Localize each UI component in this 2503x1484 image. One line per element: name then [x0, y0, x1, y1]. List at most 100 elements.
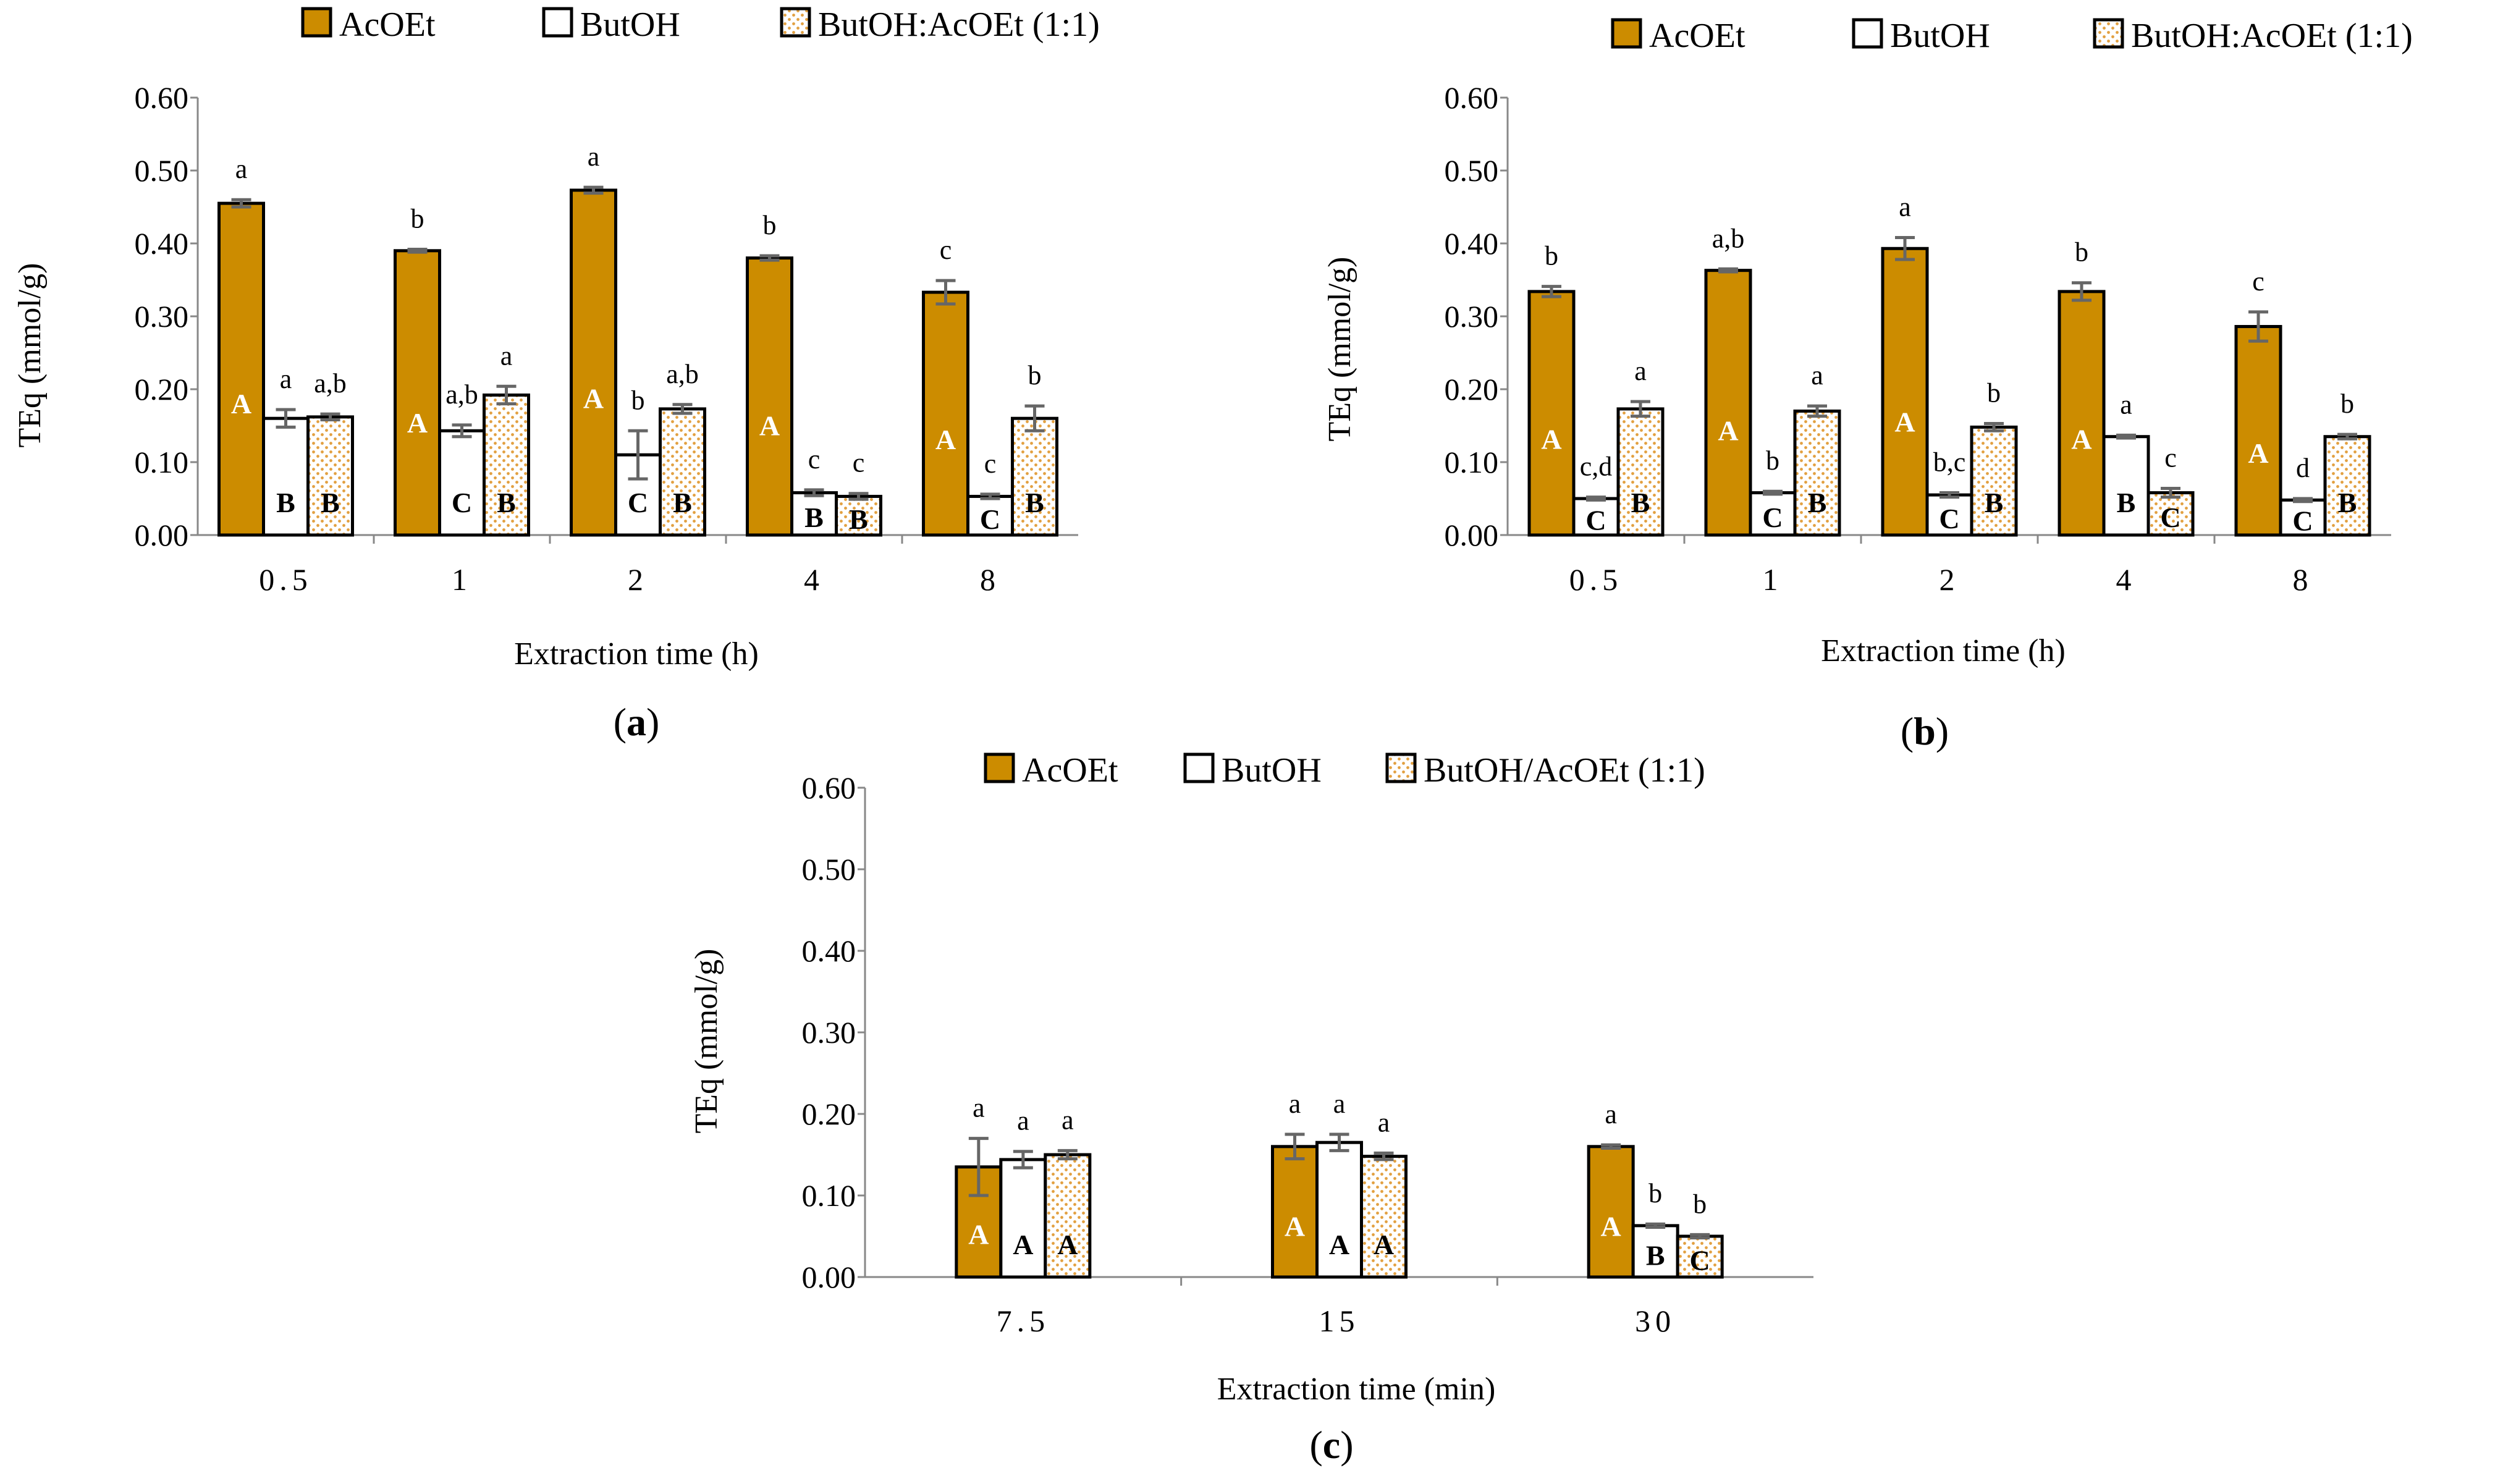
- panel-b-sig-lowercase-label: d: [2296, 453, 2310, 483]
- panel-a-sig-lowercase-label: c: [984, 449, 997, 479]
- panel-a-bar-butoh: [438, 429, 486, 537]
- panel-c-sig-uppercase-label: A: [1329, 1229, 1349, 1260]
- panel-a-bar-mix: [483, 393, 530, 537]
- panel-a-bar-mix: [306, 415, 354, 537]
- panel-a-sig-lowercase-label: b: [1028, 360, 1042, 390]
- panel-a-legend-swatch-mix: [780, 7, 811, 38]
- panel-c-sig-uppercase-label: A: [1374, 1229, 1394, 1260]
- panel-a-sig-lowercase-label: c: [808, 444, 821, 474]
- panel-b-chart: 0.000.100.200.300.400.500.600.5 1 2 4 8 bAc,…: [1322, 17, 2413, 753]
- panel-c-sig-lowercase-label: a: [1378, 1107, 1390, 1137]
- panel-a-bar-acoet: [922, 290, 969, 537]
- panel-c-y-axis-title: TEq (mmol/g): [689, 949, 724, 1134]
- panel-a-legend-label-butoh: ButOH: [580, 6, 680, 44]
- panel-b-sig-uppercase-label: A: [1718, 415, 1738, 447]
- panel-b-sig-uppercase-label: C: [2160, 502, 2180, 533]
- panel-c-chart: 0.00 0.10 0.20 0.30 0.40 0.50 0.60 7.5 15 30 a Aa A…: [689, 751, 1813, 1467]
- panel-b-sig-lowercase-label: b: [2340, 389, 2354, 419]
- panel-a-sig-uppercase-label: C: [980, 504, 1000, 535]
- panel-c-sig-lowercase-label: a: [973, 1093, 985, 1123]
- panel-c-sig-lowercase-label: a: [1017, 1106, 1029, 1136]
- panel-b-y-tick-label: 0.10: [1445, 445, 1499, 479]
- panel-a-sig-uppercase-label: B: [1025, 487, 1044, 518]
- panel-a-sig-uppercase-label: B: [673, 487, 692, 518]
- panel-b-legend-swatch-mix: [2093, 18, 2124, 49]
- panel-b-legend-label-acoet: AcOEt: [1649, 17, 1745, 55]
- panel-c-y-tick-label: 0.40: [802, 934, 856, 968]
- panel-c-legend: AcOEt ButOH ButOH/AcOEt (1:1): [984, 751, 1705, 790]
- panel-b-sig-uppercase-label: B: [1985, 487, 2004, 518]
- panel-b-bar-butoh: [1925, 493, 1973, 537]
- panel-c-bar-mix: [1360, 1155, 1408, 1279]
- panel-a-sig-uppercase-label: C: [452, 487, 472, 518]
- panel-a-sig-uppercase-label: B: [321, 487, 340, 518]
- panel-b-legend: AcOEt ButOH ButOH:AcOEt (1:1): [1611, 17, 2413, 55]
- panel-c-sig-uppercase-label: C: [1690, 1244, 1710, 1276]
- panel-a-bar-acoet: [217, 201, 265, 537]
- panel-c-x-tick-label: 30: [1635, 1304, 1676, 1338]
- panel-c-legend-label-butoh: ButOH: [1222, 751, 1322, 790]
- panel-b-label: (b): [1901, 709, 1949, 753]
- panel-c-legend-swatch-butoh: [1183, 753, 1215, 783]
- panel-b-legend-label-mix: ButOH:AcOEt (1:1): [2131, 17, 2413, 55]
- panel-a-x-tick-label: 2: [628, 562, 648, 597]
- panel-c-legend-label-acoet: AcOEt: [1022, 751, 1118, 790]
- panel-b-y-tick-label: 0.30: [1445, 299, 1499, 334]
- panel-b-bar-acoet: [1704, 269, 1752, 537]
- panel-a-sig-uppercase-label: A: [407, 407, 428, 439]
- panel-c-sig-uppercase-label: A: [968, 1219, 989, 1250]
- panel-b-x-tick-label: 1: [1763, 562, 1783, 597]
- panel-b-sig-lowercase-label: a: [2120, 389, 2132, 419]
- panel-c-bar-acoet: [1587, 1145, 1635, 1279]
- panel-b-sig-uppercase-label: B: [1808, 487, 1827, 518]
- panel-c-sig-lowercase-label: a: [1333, 1089, 1346, 1119]
- panel-a-bar-mix: [835, 494, 882, 537]
- panel-a-y-tick-label: 0.00: [135, 518, 189, 552]
- panel-b-x-tick-label: 4: [2116, 562, 2137, 597]
- panel-a-bar-acoet: [394, 249, 441, 537]
- panel-b-sig-lowercase-label: a,b: [1712, 223, 1745, 253]
- panel-b-bar-butoh: [1572, 497, 1620, 537]
- panel-b-sig-lowercase-label: b: [1987, 377, 2001, 408]
- panel-a-sig-uppercase-label: B: [276, 487, 295, 518]
- panel-b-sig-lowercase-label: b: [1545, 241, 1558, 271]
- panel-a-sig-lowercase-label: b: [763, 210, 777, 240]
- panel-c-sig-uppercase-label: A: [1285, 1211, 1305, 1242]
- panel-c-x-tick-label: 7.5: [997, 1304, 1050, 1338]
- panel-c-x-tick-label: 15: [1319, 1304, 1360, 1338]
- panel-b-bar-acoet: [1527, 290, 1576, 537]
- panel-a-sig-lowercase-label: a: [588, 141, 600, 172]
- panel-c-sig-uppercase-label: A: [1013, 1229, 1033, 1260]
- panel-a-bar-acoet: [746, 256, 793, 537]
- panel-a-sig-lowercase-label: a: [280, 364, 292, 394]
- panel-b-sig-uppercase-label: B: [2338, 487, 2357, 518]
- panel-a-label: (a): [614, 700, 660, 744]
- panel-a-y-tick-label: 0.30: [135, 299, 189, 334]
- panel-a-legend: AcOEt ButOH ButOH:AcOEt (1:1): [301, 6, 1100, 44]
- panel-a-sig-uppercase-label: A: [583, 383, 604, 415]
- panel-b-bar-acoet: [1881, 247, 1929, 537]
- panel-c-sig-lowercase-label: b: [1648, 1178, 1662, 1208]
- panel-a-bar-butoh: [262, 416, 310, 537]
- panel-a-legend-label-acoet: AcOEt: [339, 6, 436, 44]
- panel-c-sig-uppercase-label: A: [1601, 1211, 1621, 1242]
- panel-c-bar-butoh: [1315, 1140, 1363, 1279]
- panel-b-legend-swatch-butoh: [1852, 18, 1883, 49]
- panel-b-sig-lowercase-label: c: [2252, 266, 2265, 297]
- panel-a-x-tick-label: 4: [804, 562, 824, 597]
- panel-c-x-axis-title: Extraction time (min): [1217, 1372, 1496, 1407]
- panel-c-y-tick-label: 0.60: [802, 770, 856, 805]
- panel-a-sig-lowercase-label: a,b: [445, 379, 478, 410]
- panel-b-bar-mix: [1970, 425, 2018, 537]
- panel-c-sig-lowercase-label: a: [1062, 1105, 1074, 1135]
- panel-b-bar-acoet: [2058, 290, 2106, 537]
- panel-b-y-axis-title: TEq (mmol/g): [1322, 257, 1357, 442]
- panel-a-chart: 0.000.100.200.300.400.500.600.5 1 2 4 8 aAaB…: [12, 6, 1100, 744]
- panel-c-sig-uppercase-label: A: [1057, 1229, 1078, 1260]
- panel-b-x-tick-label: 2: [1940, 562, 1960, 597]
- panel-a-sig-lowercase-label: c: [940, 235, 952, 265]
- panel-b-sig-lowercase-label: b: [1766, 445, 1779, 476]
- panel-c-y-tick-label: 0.20: [802, 1097, 856, 1131]
